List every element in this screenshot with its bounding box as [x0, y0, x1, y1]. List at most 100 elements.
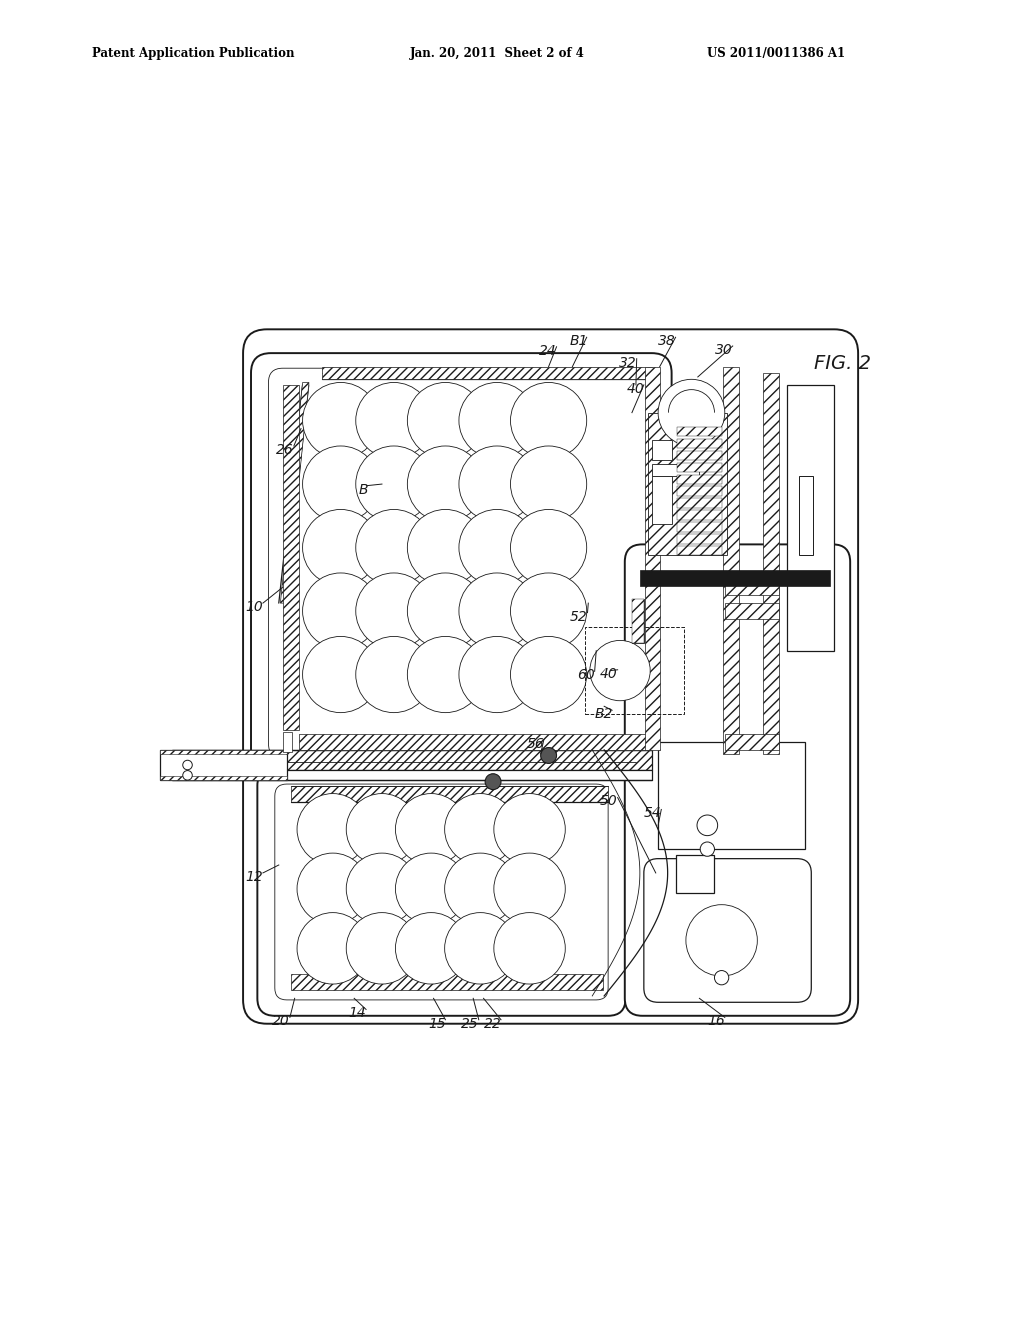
Circle shape: [494, 912, 565, 983]
Bar: [632, 599, 644, 643]
Circle shape: [658, 379, 725, 446]
Circle shape: [444, 793, 516, 865]
Polygon shape: [677, 475, 722, 484]
Bar: [652, 441, 672, 461]
Polygon shape: [677, 450, 722, 461]
Circle shape: [686, 904, 758, 975]
Text: 20: 20: [272, 1014, 290, 1028]
Circle shape: [297, 853, 369, 924]
Polygon shape: [677, 487, 722, 496]
Circle shape: [408, 573, 483, 649]
Bar: [652, 477, 672, 524]
Polygon shape: [725, 603, 778, 619]
Text: 22: 22: [483, 1016, 502, 1031]
Polygon shape: [723, 367, 739, 754]
FancyBboxPatch shape: [243, 329, 858, 1024]
Circle shape: [303, 636, 379, 713]
Polygon shape: [648, 413, 727, 556]
Circle shape: [408, 510, 483, 586]
Polygon shape: [281, 383, 309, 603]
Circle shape: [297, 793, 369, 865]
Circle shape: [346, 793, 418, 865]
Circle shape: [459, 446, 536, 523]
FancyBboxPatch shape: [274, 784, 608, 1001]
Bar: [585, 627, 684, 714]
Circle shape: [697, 814, 718, 836]
Text: Jan. 20, 2011  Sheet 2 of 4: Jan. 20, 2011 Sheet 2 of 4: [410, 46, 585, 59]
Text: 60: 60: [578, 668, 595, 682]
Polygon shape: [677, 438, 722, 449]
Bar: [786, 385, 835, 651]
Text: 15: 15: [428, 1016, 445, 1031]
Circle shape: [303, 383, 379, 458]
Polygon shape: [677, 511, 722, 520]
Polygon shape: [291, 785, 608, 801]
Polygon shape: [677, 523, 722, 532]
Circle shape: [355, 510, 432, 586]
Circle shape: [297, 912, 369, 983]
Circle shape: [303, 446, 379, 523]
Text: US 2011/0011386 A1: US 2011/0011386 A1: [707, 46, 845, 59]
Bar: [632, 599, 644, 643]
Circle shape: [355, 573, 432, 649]
Text: Patent Application Publication: Patent Application Publication: [92, 46, 295, 59]
Text: B1: B1: [569, 334, 588, 348]
Circle shape: [408, 636, 483, 713]
Polygon shape: [172, 750, 652, 770]
Polygon shape: [160, 776, 287, 780]
Bar: [799, 477, 813, 556]
FancyBboxPatch shape: [644, 858, 811, 1002]
Polygon shape: [645, 367, 659, 750]
Circle shape: [303, 510, 379, 586]
Polygon shape: [291, 974, 602, 990]
Circle shape: [395, 793, 467, 865]
Polygon shape: [763, 374, 778, 754]
Text: 40: 40: [600, 667, 617, 681]
Bar: [160, 750, 287, 780]
Polygon shape: [677, 546, 722, 556]
FancyBboxPatch shape: [257, 768, 626, 1016]
Circle shape: [541, 747, 557, 763]
Text: FIG. 2: FIG. 2: [814, 354, 871, 374]
Polygon shape: [160, 750, 287, 754]
Polygon shape: [725, 734, 778, 750]
Polygon shape: [640, 570, 830, 586]
Circle shape: [395, 853, 467, 924]
Circle shape: [700, 842, 715, 857]
Polygon shape: [323, 367, 652, 379]
Circle shape: [459, 636, 536, 713]
Circle shape: [494, 793, 565, 865]
Bar: [283, 733, 292, 752]
Text: 25: 25: [461, 1016, 479, 1031]
Text: 52: 52: [570, 610, 588, 623]
Text: B: B: [358, 483, 368, 496]
Circle shape: [346, 912, 418, 983]
Circle shape: [355, 383, 432, 458]
Circle shape: [511, 446, 587, 523]
Circle shape: [182, 760, 193, 770]
Polygon shape: [677, 499, 722, 508]
Circle shape: [459, 510, 536, 586]
Text: 14: 14: [348, 1006, 367, 1020]
Polygon shape: [677, 426, 722, 437]
Circle shape: [355, 636, 432, 713]
Circle shape: [395, 912, 467, 983]
Polygon shape: [283, 385, 299, 730]
Text: 10: 10: [246, 601, 263, 614]
Circle shape: [444, 853, 516, 924]
Text: 12: 12: [246, 870, 263, 884]
Text: 50: 50: [600, 795, 617, 808]
FancyBboxPatch shape: [625, 544, 850, 1016]
Text: 56: 56: [526, 737, 544, 751]
Polygon shape: [725, 581, 778, 595]
Polygon shape: [677, 462, 722, 473]
Circle shape: [408, 446, 483, 523]
Text: B2: B2: [595, 708, 613, 721]
Circle shape: [590, 640, 650, 701]
Text: 30: 30: [715, 343, 733, 356]
Circle shape: [494, 853, 565, 924]
Circle shape: [303, 573, 379, 649]
Circle shape: [346, 853, 418, 924]
Text: 16: 16: [708, 1014, 725, 1028]
Polygon shape: [172, 770, 652, 780]
